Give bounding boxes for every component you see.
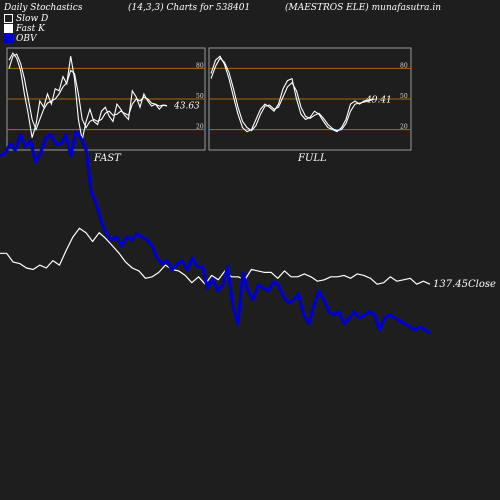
legend-item-fast-k: Fast K [4,24,45,34]
chart-symbol: (MAESTROS ELE) munafasutra.in [285,3,442,13]
stoch-line-fast-k [8,52,168,140]
tick-label-full-20: 20 [400,124,408,131]
stoch-line-full-d [210,57,374,132]
legend-label-fast-k: Fast K [16,24,45,34]
close-value-label: 137.45Close [433,279,496,290]
tick-label-full-50: 50 [400,93,408,100]
close-price-line [0,227,431,285]
legend-item-obv: OBV [4,34,37,44]
obv-line [0,130,431,335]
last-value-label-full: 49.41 [365,96,392,106]
panel-title-full: FULL [297,153,327,164]
legend-swatch-slow-d [4,14,13,23]
stoch-line-fast-d [8,53,168,132]
last-value-label-fast: 43.63 [173,101,200,111]
legend-label-slow-d: Slow D [16,14,49,24]
stoch-line-full-k [210,55,374,133]
tick-label-fast-80: 80 [196,62,204,69]
legend-swatch-fast-k [4,24,13,33]
legend-swatch-obv [4,34,13,43]
chart-title: Daily Stochastics [4,3,83,13]
tick-label-fast-20: 20 [196,124,204,131]
panel-title-fast: FAST [93,153,122,164]
legend-label-obv: OBV [16,34,37,44]
tick-label-fast-50: 50 [196,93,204,100]
legend-item-slow-d: Slow D [4,14,48,24]
tick-label-full-80: 80 [400,62,408,69]
chart-params: (14,3,3) Charts for 538401 [128,3,251,13]
